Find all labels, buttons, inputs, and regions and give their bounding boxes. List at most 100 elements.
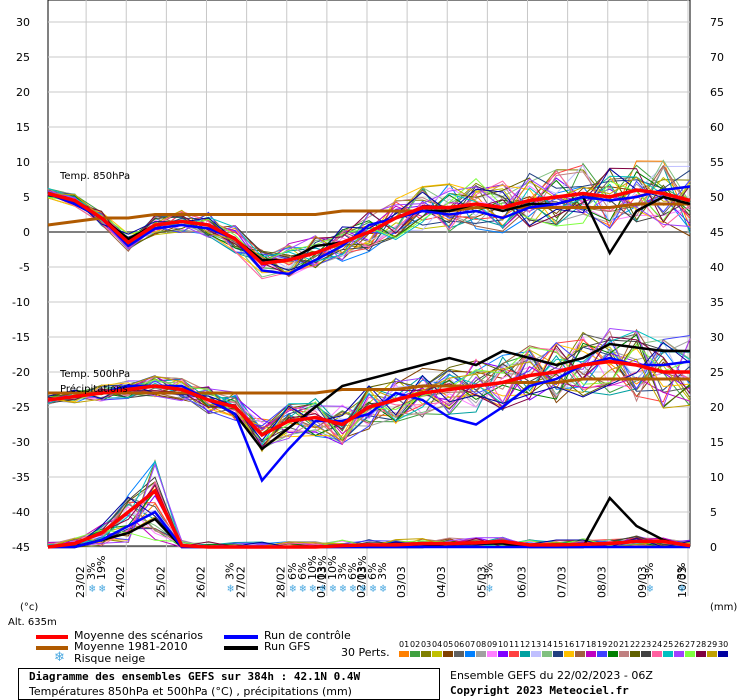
- pert-swatch: [498, 651, 508, 657]
- pert-swatch: [399, 651, 409, 657]
- snowflake-icon: ❄: [54, 650, 65, 665]
- series-0-t500: [47, 359, 690, 438]
- y-left-tick: 20: [16, 86, 30, 99]
- y-left-tick: 0: [23, 226, 30, 239]
- y-right-tick: 25: [710, 366, 724, 379]
- series-2-precip: [48, 510, 690, 549]
- chart-series: [47, 159, 691, 549]
- legend-perts: 30 Perts.: [341, 646, 390, 659]
- control-swatch: [224, 635, 258, 639]
- snow-risk-label: 3%: [336, 563, 349, 580]
- snowflake-icon: ❄: [350, 582, 357, 595]
- pert-label: 13: [531, 640, 542, 649]
- pert-swatch: [597, 651, 607, 657]
- pert-swatch: [685, 651, 695, 657]
- legend-snow: Risque neige: [74, 652, 146, 665]
- x-tick: 05/03: [475, 566, 488, 598]
- y-right-tick: 30: [710, 331, 724, 344]
- pert-swatch: [465, 651, 475, 657]
- pert-label: 20: [608, 640, 619, 649]
- panel-label-t850: Temp. 850hPa: [59, 171, 130, 182]
- pert-label: 07: [465, 640, 476, 649]
- x-tick: 10/03: [676, 566, 689, 598]
- pert-swatch: [608, 651, 618, 657]
- snowflake-icon: ❄: [289, 582, 296, 595]
- snowflake-icon: ❄: [486, 582, 493, 595]
- y-right-tick: 60: [710, 121, 724, 134]
- x-tick: 23/02: [74, 566, 87, 598]
- pert-label: 06: [454, 640, 465, 649]
- copyright: Copyright 2023 Meteociel.fr: [450, 684, 629, 697]
- snowflake-icon: ❄: [679, 582, 686, 595]
- legend-climo: Moyenne 1981-2010: [74, 640, 188, 653]
- y-left-tick: 30: [16, 16, 30, 29]
- legend-control: Run de contrôle: [264, 629, 351, 642]
- snowflake-icon: ❄: [227, 582, 234, 595]
- pert-label: 28: [696, 640, 707, 649]
- x-tick: 28/02: [275, 566, 288, 598]
- legend-mean: Moyenne des scénarios: [74, 629, 203, 642]
- climo-swatch: [36, 646, 68, 650]
- x-tick: 25/02: [154, 566, 167, 598]
- y-left-tick: -30: [12, 436, 30, 449]
- pert-label: 23: [641, 640, 652, 649]
- snow-risk-label: 6%: [286, 563, 299, 580]
- y-right-tick: 40: [710, 261, 724, 274]
- panel-label-t500: Temp. 500hPa: [59, 369, 130, 380]
- x-tick: 02/03: [355, 566, 368, 598]
- pert-t500-line: [47, 330, 691, 444]
- snowflake-icon: ❄: [380, 582, 387, 595]
- legend-gfs: Run GFS: [264, 640, 311, 653]
- pert-label: 30: [718, 640, 729, 649]
- y-right-tick: 65: [710, 86, 724, 99]
- snowflake-icon: ❄: [360, 582, 367, 595]
- pert-swatch: [410, 651, 420, 657]
- x-tick: 26/02: [194, 566, 207, 598]
- snow-risk-label: 3%: [85, 563, 98, 580]
- legend: Moyenne des scénarios Moyenne 1981-2010 …: [0, 628, 740, 700]
- series-2-t850: [47, 185, 691, 276]
- pert-swatch: [641, 651, 651, 657]
- gfs-swatch: [224, 646, 258, 650]
- y-left-tick: -5: [19, 261, 30, 274]
- pert-label: 04: [432, 640, 443, 649]
- pert-swatch: [520, 651, 530, 657]
- altitude: Alt. 635m: [8, 617, 57, 628]
- y-left-tick: 5: [23, 191, 30, 204]
- pert-swatch: [619, 651, 629, 657]
- pert-swatch: [674, 651, 684, 657]
- y-right-tick: 0: [710, 541, 717, 554]
- pert-swatch: [421, 651, 431, 657]
- snow-risk-label: 10%: [326, 556, 339, 580]
- snow-risk-label: 19%: [95, 556, 108, 580]
- series-1-t850: [47, 202, 690, 227]
- pert-label: 22: [630, 640, 641, 649]
- pert-label: 16: [564, 640, 575, 649]
- y-right-tick: 75: [710, 16, 724, 29]
- pert-label: 15: [553, 640, 564, 649]
- snowflake-icon: ❄: [647, 582, 654, 595]
- snowflake-icon: ❄: [99, 582, 106, 595]
- pert-label: 17: [575, 640, 586, 649]
- pert-swatch: [586, 651, 596, 657]
- pert-t850-line: [47, 166, 691, 261]
- snow-risk-label: 10%: [306, 556, 319, 580]
- pert-swatch: [696, 651, 706, 657]
- series-0-precip: [47, 488, 691, 549]
- snow-risk-label: 6%: [296, 563, 309, 580]
- y-left-tick: -45: [12, 541, 30, 554]
- pert-label: 18: [586, 640, 597, 649]
- pert-swatch: [553, 651, 563, 657]
- pert-label: 09: [487, 640, 498, 649]
- pert-label: 05: [443, 640, 454, 649]
- pert-t850-line: [47, 168, 691, 271]
- y-right-tick: 35: [710, 296, 724, 309]
- snowflake-icon: ❄: [299, 582, 306, 595]
- snow-risk-label: 3%: [376, 563, 389, 580]
- y-right-tick: 70: [710, 51, 724, 64]
- y-right-tick: 10: [710, 471, 724, 484]
- snow-risk-label: 13%: [356, 556, 369, 580]
- snow-risk-label: 13%: [316, 556, 329, 580]
- snow-risk-label: 6%: [346, 563, 359, 580]
